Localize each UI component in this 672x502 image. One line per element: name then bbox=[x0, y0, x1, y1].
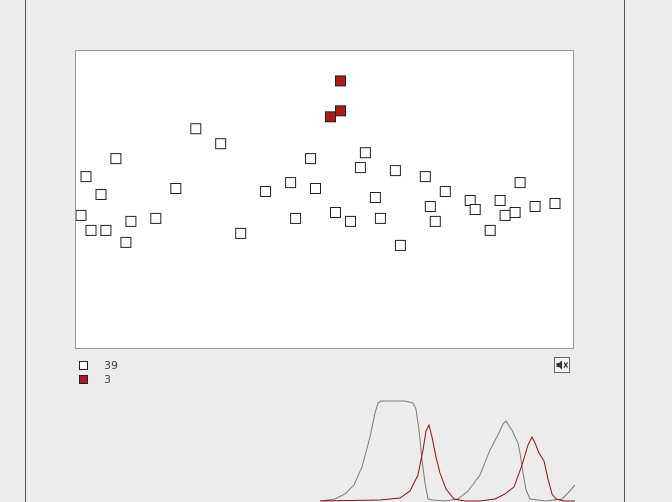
data-point-normal-24[interactable] bbox=[389, 165, 401, 177]
waveform-red-trace bbox=[320, 423, 575, 502]
data-point-normal-18[interactable] bbox=[330, 207, 341, 218]
legend-swatch-highlighted bbox=[79, 374, 88, 384]
data-point-normal-36[interactable] bbox=[514, 177, 526, 189]
data-point-normal-5[interactable] bbox=[110, 153, 122, 165]
data-point-normal-27[interactable] bbox=[424, 201, 436, 212]
legend-swatch-normal bbox=[79, 360, 88, 370]
data-point-normal-38[interactable] bbox=[549, 198, 561, 209]
data-point-normal-25[interactable] bbox=[394, 239, 406, 251]
spectrum-waveform bbox=[320, 400, 576, 502]
right-divider bbox=[624, 0, 625, 502]
data-point-normal-16[interactable] bbox=[305, 153, 316, 165]
waveform-gray-trace bbox=[320, 400, 576, 502]
scatter-plot-svg bbox=[76, 75, 561, 251]
data-point-normal-4[interactable] bbox=[100, 224, 112, 236]
data-point-normal-28[interactable] bbox=[429, 215, 441, 227]
legend-count-highlighted: 3 bbox=[104, 372, 111, 386]
data-point-normal-21[interactable] bbox=[359, 147, 371, 159]
data-point-normal-33[interactable] bbox=[494, 195, 506, 206]
scatter-plot-area[interactable] bbox=[75, 50, 574, 349]
data-point-normal-19[interactable] bbox=[345, 215, 356, 227]
data-point-normal-22[interactable] bbox=[369, 192, 381, 203]
data-point-normal-26[interactable] bbox=[419, 171, 431, 183]
data-point-normal-20[interactable] bbox=[354, 162, 366, 174]
data-point-normal-34[interactable] bbox=[499, 209, 511, 221]
data-point-normal-12[interactable] bbox=[235, 227, 247, 239]
data-point-normal-0[interactable] bbox=[76, 209, 87, 221]
data-point-normal-37[interactable] bbox=[529, 201, 541, 212]
data-point-highlighted-1[interactable] bbox=[335, 105, 346, 117]
data-point-highlighted-2[interactable] bbox=[335, 75, 346, 87]
data-point-normal-32[interactable] bbox=[484, 224, 496, 236]
data-point-normal-15[interactable] bbox=[290, 212, 302, 224]
data-point-normal-3[interactable] bbox=[95, 189, 107, 200]
data-point-normal-13[interactable] bbox=[260, 186, 272, 197]
data-point-normal-31[interactable] bbox=[469, 204, 481, 215]
data-point-normal-23[interactable] bbox=[374, 212, 386, 224]
data-point-normal-11[interactable] bbox=[215, 138, 227, 150]
left-divider bbox=[25, 0, 26, 502]
data-point-normal-7[interactable] bbox=[125, 215, 137, 227]
data-point-normal-1[interactable] bbox=[80, 171, 92, 183]
legend-item-highlighted[interactable]: 3 bbox=[79, 372, 111, 386]
data-point-normal-29[interactable] bbox=[439, 186, 451, 197]
legend-count-normal: 39 bbox=[104, 358, 118, 372]
data-point-normal-6[interactable] bbox=[120, 236, 132, 248]
data-point-normal-14[interactable] bbox=[285, 177, 297, 189]
data-point-normal-17[interactable] bbox=[310, 183, 321, 194]
data-point-normal-10[interactable] bbox=[190, 123, 202, 135]
speaker-mute-icon[interactable] bbox=[554, 357, 570, 373]
data-point-highlighted-0[interactable] bbox=[325, 111, 336, 123]
legend-item-normal[interactable]: 39 bbox=[79, 358, 118, 372]
data-point-normal-8[interactable] bbox=[150, 212, 162, 224]
data-point-normal-9[interactable] bbox=[170, 183, 182, 194]
data-point-normal-35[interactable] bbox=[509, 207, 521, 218]
data-point-normal-2[interactable] bbox=[85, 224, 97, 236]
